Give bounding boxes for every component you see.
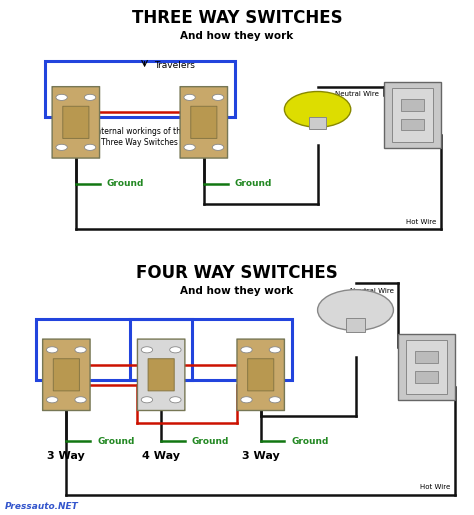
Circle shape bbox=[241, 347, 252, 353]
Bar bbox=[415, 351, 438, 364]
FancyBboxPatch shape bbox=[180, 87, 228, 158]
FancyBboxPatch shape bbox=[43, 339, 90, 410]
Text: 4 Way: 4 Way bbox=[142, 451, 180, 461]
Text: Hot Wire: Hot Wire bbox=[420, 484, 450, 490]
Text: Neutral Wire: Neutral Wire bbox=[335, 91, 379, 97]
Circle shape bbox=[75, 397, 86, 403]
Text: Pressauto.NET: Pressauto.NET bbox=[5, 502, 79, 511]
FancyBboxPatch shape bbox=[247, 359, 274, 391]
Circle shape bbox=[212, 144, 224, 150]
Circle shape bbox=[269, 347, 281, 353]
Bar bbox=[392, 88, 433, 142]
Circle shape bbox=[46, 347, 58, 353]
Circle shape bbox=[46, 397, 58, 403]
Bar bbox=[415, 371, 438, 383]
FancyBboxPatch shape bbox=[137, 339, 185, 410]
Bar bbox=[130, 319, 292, 380]
Circle shape bbox=[84, 94, 96, 100]
Bar bbox=[309, 116, 326, 129]
Circle shape bbox=[269, 397, 281, 403]
Text: FOUR WAY SWITCHES: FOUR WAY SWITCHES bbox=[136, 264, 338, 282]
Circle shape bbox=[56, 94, 67, 100]
FancyBboxPatch shape bbox=[52, 87, 100, 158]
FancyBboxPatch shape bbox=[237, 339, 284, 410]
Circle shape bbox=[212, 94, 224, 100]
Circle shape bbox=[170, 397, 181, 403]
Bar bbox=[398, 334, 455, 400]
Circle shape bbox=[56, 144, 67, 150]
Bar bbox=[346, 318, 365, 333]
Text: And how they work: And how they work bbox=[181, 31, 293, 41]
Text: Ground: Ground bbox=[292, 437, 329, 445]
Circle shape bbox=[84, 144, 96, 150]
Text: THREE WAY SWITCHES: THREE WAY SWITCHES bbox=[132, 9, 342, 27]
FancyBboxPatch shape bbox=[191, 106, 217, 139]
Circle shape bbox=[75, 347, 86, 353]
Bar bbox=[401, 118, 424, 130]
FancyBboxPatch shape bbox=[53, 359, 80, 391]
Text: 3 Way: 3 Way bbox=[242, 451, 280, 461]
Text: Ground: Ground bbox=[192, 437, 229, 445]
Bar bbox=[384, 81, 441, 148]
Bar bbox=[406, 340, 447, 394]
Text: Travelers: Travelers bbox=[154, 60, 195, 70]
Circle shape bbox=[141, 347, 153, 353]
Circle shape bbox=[141, 397, 153, 403]
Bar bbox=[45, 61, 235, 117]
Text: Ground: Ground bbox=[235, 179, 272, 188]
Circle shape bbox=[170, 347, 181, 353]
Text: 3 Way: 3 Way bbox=[47, 451, 85, 461]
Circle shape bbox=[184, 94, 195, 100]
FancyBboxPatch shape bbox=[63, 106, 89, 139]
Text: Internal workings of the
Three Way Switches: Internal workings of the Three Way Switc… bbox=[94, 127, 186, 147]
Bar bbox=[401, 99, 424, 111]
Circle shape bbox=[284, 92, 351, 127]
Circle shape bbox=[184, 144, 195, 150]
Circle shape bbox=[241, 397, 252, 403]
Text: Ground: Ground bbox=[97, 437, 135, 445]
Circle shape bbox=[318, 289, 393, 331]
Text: And how they work: And how they work bbox=[181, 286, 293, 296]
Text: Neutral Wire: Neutral Wire bbox=[349, 288, 393, 294]
FancyBboxPatch shape bbox=[148, 359, 174, 391]
Text: Ground: Ground bbox=[107, 179, 144, 188]
Text: Hot Wire: Hot Wire bbox=[406, 219, 436, 225]
Bar bbox=[36, 319, 192, 380]
